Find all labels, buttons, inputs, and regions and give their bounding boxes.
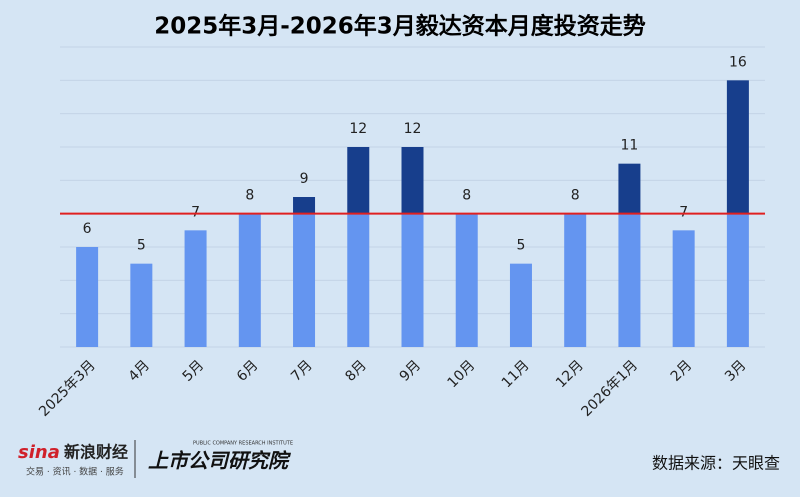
value-label: 12	[404, 121, 422, 137]
value-label: 16	[729, 54, 747, 70]
x-tick-label: 5月	[180, 357, 208, 385]
x-tick-label: 12月	[553, 357, 587, 391]
value-label: 7	[191, 204, 200, 220]
bar-base	[293, 213, 316, 347]
bar-above-threshold	[293, 197, 316, 214]
value-label: 6	[83, 221, 92, 237]
bar	[509, 263, 532, 347]
brand: 新浪财经	[64, 443, 128, 462]
x-tick-label: 6月	[234, 357, 262, 385]
bar-base	[618, 213, 641, 347]
chart-title: 2025年3月-2026年3月毅达资本月度投资走势	[154, 13, 646, 40]
value-label: 9	[300, 171, 309, 187]
source: 数据来源：天眼查	[652, 454, 780, 473]
value-label: 8	[462, 188, 471, 204]
x-tick-label: 4月	[125, 357, 153, 385]
sina-logo: sina	[18, 442, 60, 463]
value-label: 5	[517, 238, 526, 254]
institute: 上市公司研究院	[148, 449, 292, 473]
x-tick-label: 11月	[499, 357, 533, 391]
bar-base	[726, 213, 749, 347]
bar-base	[347, 213, 370, 347]
institute-en: PUBLIC COMPANY RESEARCH INSTITUTE	[193, 441, 293, 447]
value-label: 12	[349, 121, 367, 137]
bar-above-threshold	[347, 147, 370, 214]
value-label: 5	[137, 238, 146, 254]
bar	[672, 230, 695, 347]
x-tick-label: 2025年3月	[36, 357, 99, 420]
bar	[455, 213, 478, 347]
value-label: 11	[621, 138, 639, 154]
bar-above-threshold	[726, 80, 749, 214]
bar-above-threshold	[401, 147, 424, 214]
x-tick-label: 3月	[722, 357, 750, 385]
bar	[184, 230, 207, 347]
x-tick-label: 2026年1月	[578, 357, 641, 420]
x-tick-label: 8月	[342, 357, 370, 385]
value-label: 7	[679, 204, 688, 220]
x-tick-label: 7月	[288, 357, 316, 385]
x-tick-label: 9月	[397, 357, 425, 385]
bar	[564, 213, 587, 347]
value-label: 8	[571, 188, 580, 204]
x-tick-label: 10月	[445, 357, 479, 391]
bar-base	[401, 213, 424, 347]
brand-sub: 交易 · 资讯 · 数据 · 服务	[26, 466, 124, 478]
bar	[238, 213, 261, 347]
value-label: 8	[245, 188, 254, 204]
bar	[130, 263, 153, 347]
x-tick-label: 2月	[668, 357, 696, 385]
bar-above-threshold	[618, 163, 641, 214]
bar	[76, 247, 99, 347]
